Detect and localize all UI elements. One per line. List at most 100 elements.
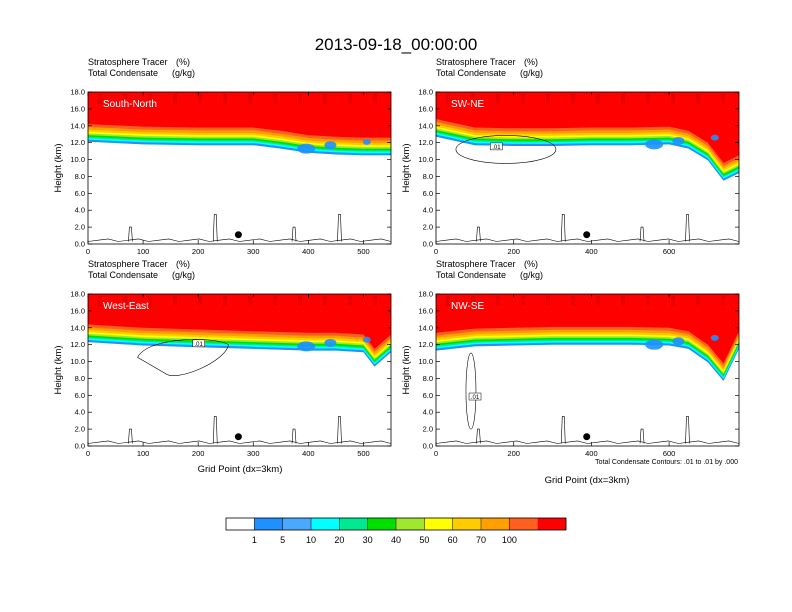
red-stripe [223,94,227,104]
tracer-field: .01 [88,294,391,446]
figure-title: 2013-09-18_00:00:00 [315,35,478,54]
red-stripe [148,296,152,306]
y-tick-label: 14.0 [418,323,433,332]
y-axis-title: Height (km) [53,143,64,192]
colorbar-segment [367,518,397,530]
colorbar-segment [226,518,255,530]
colorbar-label: 70 [476,535,486,545]
x-tick-label: 400 [585,247,598,256]
y-tick-label: 6.0 [75,189,85,198]
contour-label-box [192,339,205,348]
var2-label: Total Condensate [88,68,158,78]
y-tick-label: 12.0 [70,340,85,349]
plot-frame [435,91,740,245]
ground-contour [436,238,739,242]
x-tick-label: 600 [663,449,676,458]
x-tick-label: 0 [86,449,90,458]
tracer-field: .01 [436,92,739,244]
var1-label: Stratosphere Tracer [436,57,516,67]
y-tick-label: 2.0 [75,223,85,232]
x-tick-label: 400 [302,449,315,458]
red-stripe [496,296,500,306]
red-stripe [123,94,127,104]
condensate-contour [291,226,297,242]
x-tick-label: 200 [507,247,520,256]
x-tick-label: 200 [507,449,520,458]
plot-frame [87,91,392,245]
colorbar-segment [509,518,538,530]
colorbar-label: 20 [334,535,344,545]
red-stripe [98,94,102,104]
ground-contour [436,440,739,444]
x-axis-title-left: Grid Point (dx=3km) [198,464,283,475]
ground-contour [88,238,391,242]
y-tick-label: 14.0 [70,121,85,130]
condensate-contour [639,428,645,444]
contour-label-text: .01 [195,342,204,348]
var1-unit: (%) [524,57,538,67]
red-stripe [646,94,650,104]
red-stripe [721,94,725,104]
red-stripe [596,94,600,104]
red-stripe [173,296,177,306]
cloud-patch [710,334,719,341]
red-stripe [521,94,525,104]
x-tick-label: 500 [357,247,370,256]
y-tick-label: 18.0 [70,88,85,97]
red-stripe [98,296,102,306]
var1-label: Stratosphere Tracer [88,259,168,269]
red-stripe [446,296,450,306]
panel-name: NW-SE [451,301,484,312]
cloud-patch [297,143,316,154]
colorbar-segment [424,518,453,530]
cloud-patch [324,338,337,347]
colorbar-label: 1 [252,535,257,545]
location-marker [234,433,242,441]
panel-south-north: Stratosphere Tracer (%) Total Condensate (g… [53,57,392,256]
panel-nw-se: Stratosphere Tracer (%) Total Condensate (g… [401,259,740,458]
y-tick-label: 14.0 [418,121,433,130]
red-stripe [273,296,277,306]
red-stripe [621,94,625,104]
colorbar-label: 40 [391,535,401,545]
cloud-patch [645,339,664,350]
red-stripe [646,296,650,306]
cloud-patch [362,336,371,343]
red-stripe [323,296,327,306]
cloud-patch [297,341,316,352]
red-stripe [273,94,277,104]
var1-label: Stratosphere Tracer [436,259,516,269]
red-stripe [596,296,600,306]
red-stripe [571,94,575,104]
red-stripe [546,94,550,104]
condensate-contour [337,214,342,242]
y-tick-label: 4.0 [75,408,85,417]
y-tick-label: 8.0 [75,172,85,181]
red-stripe [496,94,500,104]
plot-frame [87,293,392,447]
contour-label-box [468,392,482,401]
var1-label: Stratosphere Tracer [88,57,168,67]
y-tick-label: 18.0 [418,88,433,97]
var2-unit: (g/kg) [520,270,543,280]
x-tick-label: 200 [192,247,205,256]
red-stripe [148,94,152,104]
contour-footnote: Total Condensate Contours: .01 to .01 by… [595,459,738,466]
red-stripe [721,296,725,306]
y-tick-label: 4.0 [423,408,433,417]
colorbar-segment [339,518,368,530]
cloud-patch [710,134,719,141]
tracer-field [88,92,391,244]
tracer-field: .01 [436,294,739,446]
condensate-contour [455,135,557,164]
var2-label: Total Condensate [436,270,506,280]
plot-frame [435,293,740,447]
condensate-contour [337,416,342,444]
condensate-contour [560,416,566,444]
var2-unit: (g/kg) [172,270,195,280]
x-tick-label: 100 [137,449,150,458]
cloud-patch [672,337,685,346]
contour-label: .01 [490,142,503,151]
x-tick-label: 100 [137,247,150,256]
y-tick-label: 16.0 [70,306,85,315]
